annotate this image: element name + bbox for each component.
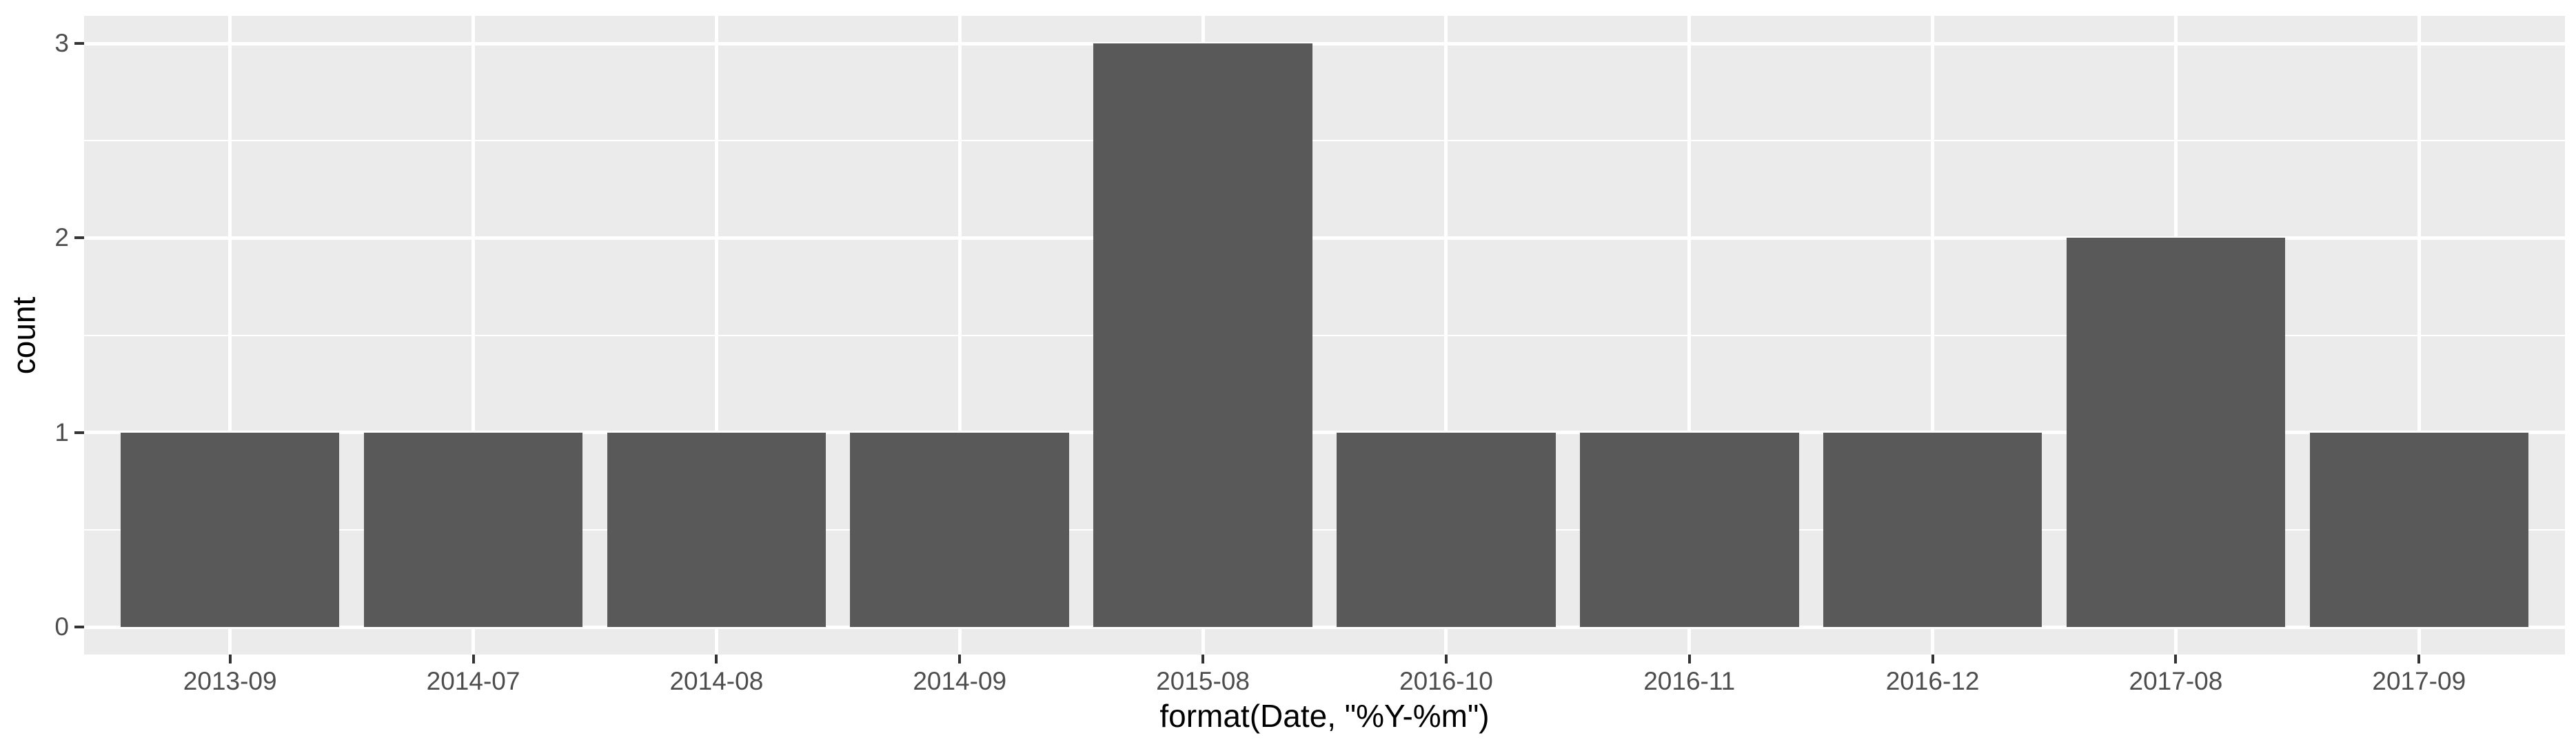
gridline-y-major	[84, 431, 2565, 435]
y-tick-label: 1	[54, 418, 69, 446]
x-tick-label: 2017-09	[2372, 667, 2466, 695]
y-tick-mark	[74, 236, 84, 240]
bar-2013-09	[120, 432, 340, 627]
x-tick-mark	[2417, 655, 2421, 663]
y-tick-label: 2	[54, 223, 69, 252]
gridline-y-minor	[84, 334, 2565, 336]
x-tick-mark	[2174, 655, 2178, 663]
gridline-x-major	[1931, 16, 1935, 655]
gridline-y-major	[84, 41, 2565, 45]
x-tick-label: 2014-09	[913, 667, 1007, 695]
y-tick-mark	[74, 626, 84, 628]
bar-2015-08	[1093, 43, 1312, 627]
x-tick-label: 2017-08	[2129, 667, 2223, 695]
gridline-x-major	[1444, 16, 1448, 655]
bar-2014-08	[607, 432, 826, 627]
y-tick-label: 3	[54, 29, 69, 57]
x-tick-mark	[1201, 655, 1205, 663]
x-tick-mark	[228, 655, 232, 663]
y-tick-mark	[74, 431, 84, 434]
gridline-y-major	[84, 236, 2565, 240]
bar-2017-09	[2309, 432, 2529, 627]
bar-2014-07	[363, 432, 583, 627]
bar-2014-09	[850, 432, 1069, 627]
x-tick-label: 2016-12	[1885, 667, 1980, 695]
x-axis-title: format(Date, "%Y-%m")	[1159, 698, 1490, 734]
gridline-x-major	[1687, 16, 1692, 655]
x-tick-mark	[1444, 655, 1448, 663]
x-tick-label: 2014-07	[426, 667, 520, 695]
x-tick-mark	[958, 655, 962, 663]
gridline-x-major	[2417, 16, 2421, 655]
gridline-x-major	[228, 16, 232, 655]
x-tick-mark	[1931, 655, 1934, 663]
gridline-y-minor	[84, 140, 2565, 142]
y-axis-title-box: count	[4, 207, 43, 464]
gridline-y-major	[84, 625, 2565, 629]
x-tick-mark	[1687, 655, 1691, 663]
y-tick-mark	[74, 42, 84, 45]
x-tick-label: 2014-08	[669, 667, 764, 695]
gridline-x-major	[471, 16, 476, 655]
y-tick-label: 0	[54, 613, 69, 641]
gridline-x-major	[957, 16, 962, 655]
x-tick-label: 2015-08	[1156, 667, 1250, 695]
x-tick-label: 2016-11	[1643, 667, 1736, 695]
gridline-y-minor	[84, 528, 2565, 531]
bar-2016-11	[1579, 432, 1799, 627]
x-tick-label: 2016-10	[1399, 667, 1493, 695]
x-tick-mark	[471, 655, 475, 663]
x-tick-label: 2013-09	[183, 667, 277, 695]
x-tick-mark	[715, 655, 718, 663]
gridline-x-major	[714, 16, 718, 655]
bar-2016-10	[1337, 432, 1556, 627]
bar-2016-12	[1823, 432, 2042, 627]
plot-panel	[84, 16, 2565, 655]
bar-2017-08	[2066, 238, 2286, 627]
y-axis-title: count	[6, 296, 41, 375]
